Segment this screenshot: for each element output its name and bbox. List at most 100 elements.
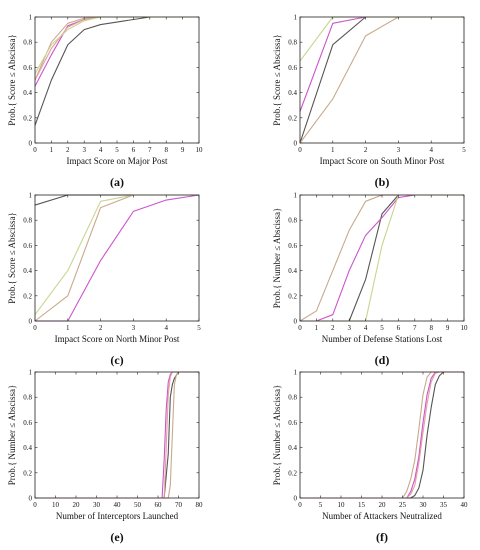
x-tick-label: 1 <box>331 146 335 154</box>
y-tick-label: 1 <box>29 369 33 377</box>
x-tick-label: 10 <box>196 146 204 154</box>
plot-frame <box>34 16 200 144</box>
series-line <box>300 194 464 322</box>
x-tick-label: 60 <box>155 501 163 509</box>
x-tick-label: 25 <box>399 501 407 509</box>
series-line <box>300 371 464 499</box>
plot-frame <box>299 16 465 144</box>
x-tick-label: 40 <box>114 501 122 509</box>
x-tick-label: 0 <box>33 324 37 332</box>
y-axis-label: Prob.{ Score ≤ Abscissa} <box>7 34 17 126</box>
y-tick-label: 0.4 <box>23 267 32 275</box>
x-tick-label: 50 <box>134 501 142 509</box>
y-tick-label: 0 <box>29 140 33 148</box>
x-tick-label: 4 <box>99 146 103 154</box>
x-tick-label: 0 <box>33 146 37 154</box>
x-tick-label: 9 <box>181 146 185 154</box>
panel-label: (a) <box>110 175 124 189</box>
x-tick-label: 3 <box>82 146 86 154</box>
x-axis-label: Number of Attackers Neutralized <box>322 511 442 521</box>
x-tick-label: 5 <box>115 146 119 154</box>
x-tick-label: 0 <box>33 501 37 509</box>
series-line <box>299 16 464 62</box>
series-line <box>300 371 464 499</box>
series-line <box>34 16 199 74</box>
x-axis-label: Impact Score on Major Post <box>67 156 168 166</box>
y-tick-label: 0.4 <box>23 89 32 97</box>
series-line <box>299 16 464 144</box>
y-tick-label: 0.8 <box>23 394 32 402</box>
y-tick-label: 0.6 <box>288 64 297 72</box>
panel-label: (e) <box>110 530 123 544</box>
x-tick-label: 1 <box>50 146 54 154</box>
y-tick-label: 1 <box>294 369 298 377</box>
y-tick-label: 0.8 <box>288 217 297 225</box>
x-tick-label: 30 <box>420 501 428 509</box>
x-tick-label: 0 <box>298 324 302 332</box>
x-tick-label: 20 <box>379 501 387 509</box>
x-tick-label: 10 <box>52 501 60 509</box>
y-axis-label: Prob.{ Number ≤ Abscissa} <box>7 385 17 486</box>
x-tick-label: 7 <box>413 324 417 332</box>
x-tick-label: 0 <box>298 501 302 509</box>
chart-panel: 0 10 20 30 40 50 60 70 80 0 0.2 0.4 0.6 0.8 1 Number of… <box>7 369 203 545</box>
y-tick-label: 0.6 <box>288 419 297 427</box>
x-tick-label: 2 <box>331 324 335 332</box>
chart-panel: 0 1 2 3 4 5 0 0.2 0.4 0.6 0.8 1 Impact Score on Nort… <box>7 192 201 368</box>
y-tick-label: 1 <box>29 14 33 22</box>
panel-label: (b) <box>375 175 390 189</box>
y-tick-label: 1 <box>29 192 33 200</box>
x-tick-label: 1 <box>66 324 70 332</box>
y-tick-label: 0.8 <box>23 39 32 47</box>
x-axis-label: Number of Interceptors Launched <box>56 511 179 521</box>
series-line <box>34 194 199 316</box>
series-line <box>299 16 464 144</box>
y-tick-label: 0 <box>29 495 33 503</box>
x-tick-label: 4 <box>364 324 368 332</box>
series-line <box>34 16 199 81</box>
y-tick-label: 0.4 <box>288 89 297 97</box>
y-tick-label: 0.2 <box>23 292 32 300</box>
x-tick-label: 3 <box>347 324 351 332</box>
series-line <box>299 16 464 112</box>
x-tick-label: 2 <box>99 324 103 332</box>
x-tick-label: 5 <box>462 146 466 154</box>
x-tick-label: 9 <box>446 324 450 332</box>
x-tick-label: 70 <box>175 501 183 509</box>
y-tick-label: 0.6 <box>288 242 297 250</box>
x-tick-label: 5 <box>380 324 384 332</box>
x-tick-label: 10 <box>461 324 469 332</box>
x-tick-label: 3 <box>397 146 401 154</box>
y-tick-label: 0.2 <box>288 292 297 300</box>
x-tick-label: 8 <box>429 324 433 332</box>
y-tick-label: 0 <box>294 495 298 503</box>
y-tick-label: 0.2 <box>288 469 297 477</box>
y-tick-label: 0.6 <box>23 64 32 72</box>
x-tick-label: 80 <box>196 501 204 509</box>
chart-panel: 0 5 10 15 20 25 30 35 40 0 0.2 0.4 0.6 0.8 1 Number of … <box>272 369 468 545</box>
x-tick-label: 6 <box>397 324 401 332</box>
x-tick-label: 0 <box>298 146 302 154</box>
y-axis-label: Prob.{ Score ≤ Abscissa} <box>272 34 282 126</box>
x-tick-label: 5 <box>319 501 323 509</box>
x-tick-label: 2 <box>66 146 70 154</box>
x-tick-label: 5 <box>197 324 201 332</box>
x-tick-label: 4 <box>164 324 168 332</box>
series-line <box>300 371 464 499</box>
plot-frame <box>299 371 465 499</box>
y-tick-label: 0.8 <box>23 217 32 225</box>
x-tick-label: 15 <box>358 501 366 509</box>
series-line <box>34 16 199 81</box>
series-line <box>34 16 199 126</box>
y-tick-label: 1 <box>294 14 298 22</box>
y-tick-label: 0.8 <box>288 39 297 47</box>
x-tick-label: 1 <box>315 324 319 332</box>
x-tick-label: 4 <box>429 146 433 154</box>
x-tick-label: 8 <box>164 146 168 154</box>
panel-label: (c) <box>110 353 123 367</box>
x-tick-label: 3 <box>132 324 136 332</box>
x-tick-label: 20 <box>73 501 81 509</box>
series-line <box>300 371 464 499</box>
